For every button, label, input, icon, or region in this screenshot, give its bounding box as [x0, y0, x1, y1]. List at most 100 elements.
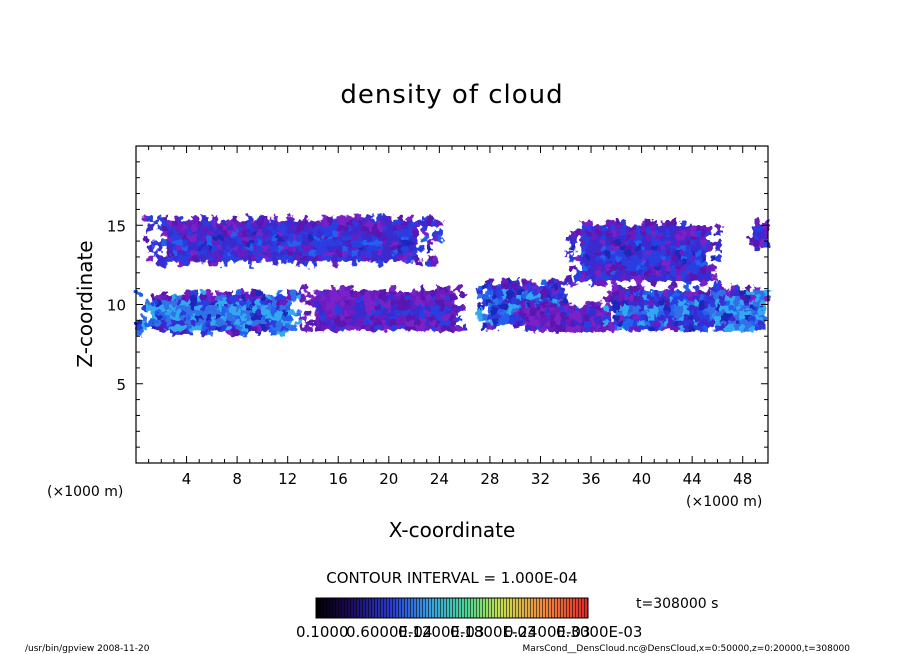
heatmap-cell — [620, 240, 627, 247]
heatmap-cell — [615, 225, 622, 232]
heatmap-cell — [437, 230, 443, 237]
heatmap-cell — [337, 250, 343, 257]
heatmap-cell — [515, 316, 521, 322]
heatmap-cell — [688, 325, 695, 332]
heatmap-cell — [630, 245, 637, 252]
heatmap-cell — [530, 316, 536, 322]
heatmap-cell — [410, 290, 416, 297]
heatmap-cell — [693, 315, 700, 322]
heatmap-cell — [216, 310, 222, 316]
heatmap-cell — [610, 265, 617, 272]
heatmap-cell — [407, 220, 413, 227]
heatmap-cell — [635, 255, 642, 262]
heatmap-cell — [477, 284, 483, 290]
x-tick-label: 36 — [581, 470, 600, 488]
heatmap-cell — [330, 300, 336, 307]
heatmap-cell — [535, 316, 541, 322]
heatmap-cell — [231, 305, 237, 311]
heatmap-cell — [675, 240, 682, 247]
heatmap-cell — [197, 230, 203, 237]
heatmap-cell — [317, 220, 323, 227]
heatmap-cell — [517, 304, 523, 310]
heatmap-cell — [492, 319, 498, 325]
heatmap-cell — [256, 290, 262, 296]
heatmap-cell — [162, 260, 168, 267]
heatmap-cell — [585, 260, 592, 267]
heatmap-cell — [257, 240, 263, 247]
heatmap-cell — [360, 310, 366, 317]
heatmap-cell — [595, 301, 601, 307]
heatmap-cell — [332, 220, 338, 227]
heatmap-cell — [482, 324, 488, 330]
heatmap-cell — [432, 235, 438, 242]
heatmap-cell — [387, 235, 393, 242]
heatmap-cell — [187, 245, 193, 252]
heatmap-cell — [645, 240, 652, 247]
heatmap-cell — [201, 310, 207, 316]
heatmap-cell — [262, 220, 268, 227]
heatmap-cell — [370, 300, 376, 307]
heatmap-cell — [580, 316, 586, 322]
heatmap-cell — [291, 290, 297, 296]
heatmap-cell — [352, 215, 358, 222]
heatmap-cell — [136, 330, 142, 336]
heatmap-cell — [151, 325, 157, 331]
heatmap-cell — [719, 300, 726, 307]
heatmap-cell — [236, 330, 242, 336]
heatmap-cell — [292, 220, 298, 227]
heatmap-cell — [267, 230, 273, 237]
heatmap-cell — [380, 315, 386, 322]
heatmap-cell — [337, 245, 343, 252]
heatmap-cell — [151, 295, 157, 301]
heatmap-cell — [430, 325, 436, 332]
heatmap-cell — [417, 220, 423, 227]
heatmap-cell — [653, 325, 660, 332]
heatmap-cell — [630, 255, 637, 262]
heatmap-cell — [261, 320, 267, 326]
heatmap-cell — [600, 255, 607, 262]
heatmap-cell — [302, 220, 308, 227]
heatmap-cell — [605, 220, 612, 227]
heatmap-cell — [690, 275, 697, 282]
heatmap-cell — [327, 240, 333, 247]
heatmap-cell — [605, 301, 611, 307]
heatmap-cell — [272, 240, 278, 247]
heatmap-cell — [658, 320, 665, 327]
heatmap-cell — [212, 250, 218, 257]
heatmap-cell — [322, 235, 328, 242]
heatmap-cell — [680, 245, 687, 252]
x-unit-label-right: (×1000 m) — [686, 494, 762, 510]
heatmap-cell — [232, 245, 238, 252]
heatmap-cell — [216, 315, 222, 321]
heatmap-cell — [690, 260, 697, 267]
heatmap-cell — [397, 220, 403, 227]
heatmap-cell — [764, 235, 770, 242]
heatmap-cell — [147, 215, 153, 222]
heatmap-cell — [227, 245, 233, 252]
heatmap-cell — [387, 230, 393, 237]
heatmap-cell — [257, 220, 263, 227]
heatmap-cell — [262, 245, 268, 252]
heatmap-cell — [382, 250, 388, 257]
heatmap-cell — [550, 316, 556, 322]
heatmap-cell — [663, 305, 670, 312]
heatmap-cell — [680, 220, 687, 227]
heatmap-cell — [342, 255, 348, 262]
heatmap-cell — [665, 265, 672, 272]
heatmap-cell — [620, 245, 627, 252]
heatmap-cell — [570, 240, 577, 247]
heatmap-cell — [759, 315, 766, 322]
heatmap-cell — [151, 300, 157, 306]
heatmap-cell — [320, 300, 326, 307]
heatmap-cell — [600, 235, 607, 242]
heatmap-cell — [590, 316, 596, 322]
heatmap-cell — [355, 300, 361, 307]
heatmap-cell — [615, 275, 622, 282]
heatmap-cell — [246, 305, 252, 311]
heatmap-cell — [400, 320, 406, 327]
heatmap-cell — [222, 255, 228, 262]
heatmap-cell — [590, 255, 597, 262]
heatmap-cell — [297, 240, 303, 247]
heatmap-cell — [271, 330, 277, 336]
heatmap-cell — [267, 250, 273, 257]
